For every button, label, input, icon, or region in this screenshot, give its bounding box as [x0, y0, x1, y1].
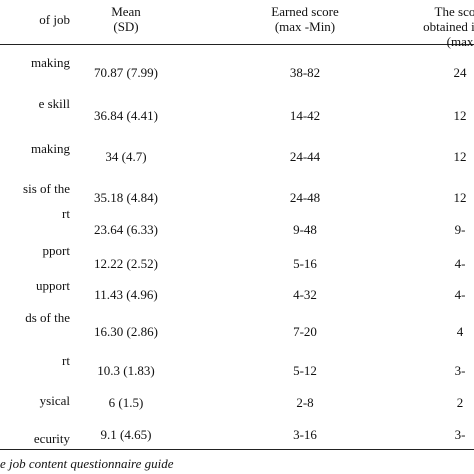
row-label: making — [31, 55, 70, 70]
cell-value: 23.64 (6.33) — [94, 222, 158, 237]
cell-value: 70.87 (7.99) — [94, 65, 158, 80]
cell-value: 7-20 — [293, 324, 317, 339]
cell-value: 6 (1.5) — [108, 395, 144, 410]
cell-value: 4- — [454, 287, 466, 302]
cell-value: 9-48 — [293, 222, 317, 237]
cell-value: 16.30 (2.86) — [94, 324, 158, 339]
cell-value: 2 — [456, 395, 464, 410]
row-label: pport — [42, 243, 70, 258]
row-label: ecurity — [33, 431, 70, 446]
cell-value: 4- — [454, 256, 466, 271]
cell-value: 12 — [453, 190, 467, 205]
header-text: (SD) — [113, 19, 139, 34]
cell-value: 36.84 (4.41) — [94, 108, 158, 123]
cell-value: 35.18 (4.84) — [94, 190, 158, 205]
cell-value: 11.43 (4.96) — [94, 287, 158, 302]
row-label: rt — [62, 206, 70, 221]
row-label: making — [31, 141, 70, 156]
header-text: The score — [434, 4, 474, 19]
cell-value: 4 — [456, 324, 464, 339]
header-text: (max -Min) — [274, 19, 336, 34]
cell-value: 12.22 (2.52) — [94, 256, 158, 271]
table-note: e job content questionnaire guide — [0, 456, 174, 471]
cell-value: 9- — [454, 222, 466, 237]
cell-value: 4-32 — [293, 287, 317, 302]
row-label: sis of the — [23, 181, 70, 196]
cell-value: 3- — [454, 427, 466, 442]
cell-value: 34 (4.7) — [105, 149, 147, 164]
cell-value: 24-44 — [289, 149, 321, 164]
header-text: of job — [39, 12, 70, 27]
cell-value: 24-48 — [289, 190, 321, 205]
bottom-rule — [0, 449, 474, 450]
cell-value: 12 — [453, 108, 467, 123]
cell-value: 5-12 — [293, 363, 317, 378]
cell-value: 24 — [453, 65, 467, 80]
header-text: Earned score — [271, 4, 339, 19]
cell-value: 14-42 — [289, 108, 321, 123]
row-label: rt — [62, 353, 70, 368]
cell-value: 3-16 — [293, 427, 317, 442]
cell-value: 9.1 (4.65) — [100, 427, 152, 442]
row-label: ysical — [39, 393, 70, 408]
cell-value: 2-8 — [296, 395, 314, 410]
row-label: upport — [36, 278, 70, 293]
cell-value: 10.3 (1.83) — [97, 363, 155, 378]
header-text: obtained in an — [423, 19, 474, 34]
cell-value: 5-16 — [293, 256, 317, 271]
cell-value: 38-82 — [289, 65, 321, 80]
header-text: Mean — [111, 4, 141, 19]
header-text: (max — [446, 34, 474, 49]
header-rule — [0, 44, 474, 45]
cell-value: 12 — [453, 149, 467, 164]
row-label: e skill — [38, 96, 70, 111]
cell-value: 3- — [454, 363, 466, 378]
row-label: ds of the — [25, 310, 70, 325]
